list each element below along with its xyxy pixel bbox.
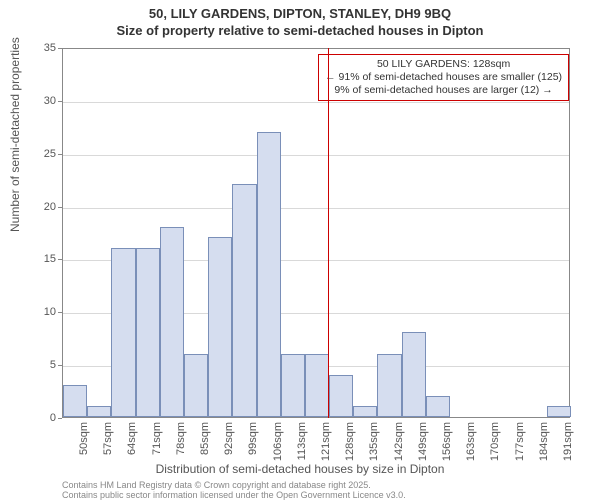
y-tick-label: 15 — [28, 253, 56, 265]
histogram-bar — [160, 227, 184, 417]
y-tick-mark — [58, 48, 62, 49]
chart-title-line1: 50, LILY GARDENS, DIPTON, STANLEY, DH9 9… — [0, 6, 600, 23]
property-annotation-box: 50 LILY GARDENS: 128sqm ← 91% of semi-de… — [318, 54, 569, 101]
x-tick-label: 142sqm — [393, 422, 405, 472]
x-tick-label: 113sqm — [296, 422, 308, 472]
histogram-bar — [402, 332, 426, 417]
y-tick-mark — [58, 259, 62, 260]
y-tick-label: 10 — [28, 306, 56, 318]
histogram-bar — [208, 237, 232, 417]
histogram-bar — [305, 354, 329, 417]
y-tick-label: 35 — [28, 42, 56, 54]
histogram-bar — [184, 354, 208, 417]
x-tick-label: 128sqm — [344, 422, 356, 472]
histogram-bar — [547, 406, 571, 417]
x-tick-label: 177sqm — [514, 422, 526, 472]
y-tick-label: 0 — [28, 412, 56, 424]
histogram-bar — [232, 184, 256, 417]
histogram-bar — [281, 354, 305, 417]
histogram-plot-area — [62, 48, 570, 418]
x-tick-label: 135sqm — [368, 422, 380, 472]
y-tick-mark — [58, 101, 62, 102]
footer-attribution: Contains HM Land Registry data © Crown c… — [62, 480, 406, 501]
x-tick-label: 170sqm — [489, 422, 501, 472]
x-tick-label: 121sqm — [320, 422, 332, 472]
annotation-line2: ← 91% of semi-detached houses are smalle… — [325, 71, 562, 84]
x-tick-label: 156sqm — [441, 422, 453, 472]
x-tick-label: 149sqm — [417, 422, 429, 472]
histogram-bar — [353, 406, 377, 417]
annotation-line1: 50 LILY GARDENS: 128sqm — [325, 58, 562, 71]
x-tick-label: 163sqm — [465, 422, 477, 472]
y-tick-mark — [58, 312, 62, 313]
x-tick-label: 71sqm — [151, 422, 163, 472]
y-tick-label: 5 — [28, 359, 56, 371]
histogram-bar — [87, 406, 111, 417]
y-tick-label: 30 — [28, 95, 56, 107]
gridline — [63, 155, 569, 156]
y-tick-label: 25 — [28, 148, 56, 160]
x-tick-label: 191sqm — [562, 422, 574, 472]
property-marker-line — [328, 48, 329, 418]
histogram-bar — [329, 375, 353, 417]
histogram-bar — [136, 248, 160, 417]
histogram-bar — [63, 385, 87, 417]
histogram-bar — [377, 354, 401, 417]
y-tick-mark — [58, 365, 62, 366]
x-tick-label: 50sqm — [78, 422, 90, 472]
chart-title-line2: Size of property relative to semi-detach… — [0, 23, 600, 40]
x-tick-label: 99sqm — [247, 422, 259, 472]
y-tick-mark — [58, 207, 62, 208]
x-tick-label: 106sqm — [272, 422, 284, 472]
histogram-bar — [111, 248, 135, 417]
annotation-line3: 9% of semi-detached houses are larger (1… — [325, 84, 562, 97]
x-tick-label: 57sqm — [102, 422, 114, 472]
x-tick-label: 184sqm — [538, 422, 550, 472]
y-tick-mark — [58, 154, 62, 155]
histogram-bar — [426, 396, 450, 417]
x-tick-label: 85sqm — [199, 422, 211, 472]
y-tick-mark — [58, 418, 62, 419]
x-tick-label: 78sqm — [175, 422, 187, 472]
y-tick-label: 20 — [28, 201, 56, 213]
gridline — [63, 102, 569, 103]
histogram-bar — [257, 132, 281, 417]
gridline — [63, 208, 569, 209]
y-axis-label: Number of semi-detached properties — [8, 37, 22, 232]
x-tick-label: 64sqm — [126, 422, 138, 472]
x-tick-label: 92sqm — [223, 422, 235, 472]
